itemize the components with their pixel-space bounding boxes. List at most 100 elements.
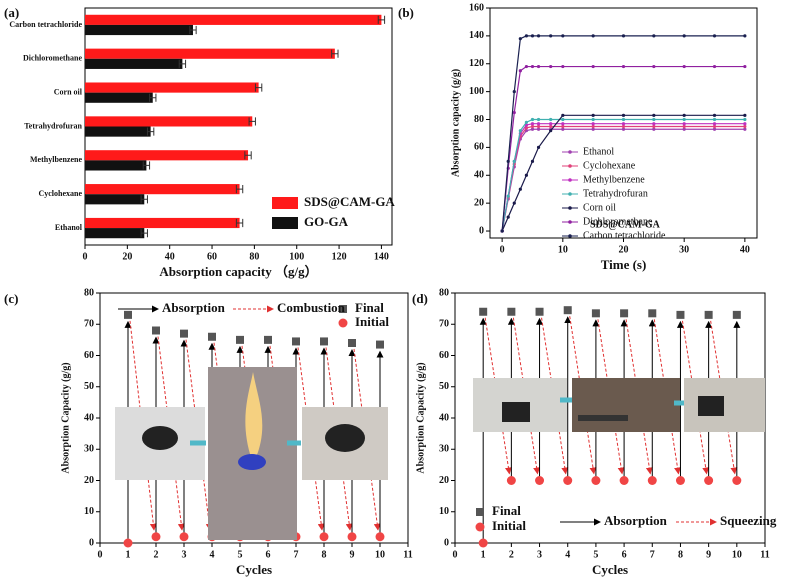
error-bar xyxy=(149,93,157,102)
y-tick-label: 40 xyxy=(84,412,94,423)
x-tick-label: 1 xyxy=(126,549,131,560)
marker xyxy=(712,113,717,117)
x-tick-label: 0 xyxy=(98,549,103,560)
y-tick-label: Corn oil xyxy=(54,87,83,96)
marker xyxy=(549,124,553,129)
x-tick-label: 0 xyxy=(83,251,88,262)
marker xyxy=(506,215,510,219)
x-tick-label: 6 xyxy=(622,549,627,560)
x-tick-label: 7 xyxy=(294,549,299,560)
marker xyxy=(518,69,522,73)
release-arrow xyxy=(541,317,569,475)
error-bar xyxy=(254,83,263,92)
legend-label: Ethanol xyxy=(583,146,614,157)
y-tick-label: 60 xyxy=(474,142,484,153)
marker xyxy=(712,122,717,126)
marker xyxy=(530,64,535,69)
bar xyxy=(85,24,193,36)
marker xyxy=(518,37,522,41)
marker xyxy=(591,122,595,126)
y-tick-label: 30 xyxy=(84,444,94,455)
y-tick-label: 50 xyxy=(84,381,94,392)
y-tick-label: 70 xyxy=(439,319,449,330)
marker xyxy=(712,34,717,38)
marker xyxy=(536,122,541,126)
y-tick-label: 70 xyxy=(84,319,94,330)
x-tick-label: 4 xyxy=(565,549,570,560)
marker xyxy=(682,34,686,38)
marker xyxy=(561,117,565,122)
marker xyxy=(549,64,553,69)
x-axis-label: Cycles xyxy=(236,562,272,577)
point xyxy=(347,532,357,542)
y-tick-label: 80 xyxy=(474,114,484,125)
bar xyxy=(85,160,147,171)
y-tick-label: 80 xyxy=(84,287,94,298)
point xyxy=(619,476,629,485)
photo-sample xyxy=(325,424,365,452)
photo xyxy=(684,378,765,432)
marker xyxy=(530,124,535,129)
point xyxy=(563,476,573,485)
error-bar xyxy=(244,151,252,160)
marker xyxy=(712,127,717,131)
legend-label: Squeezing xyxy=(720,513,777,528)
marker xyxy=(621,34,626,38)
marker xyxy=(536,145,541,149)
bar xyxy=(85,14,382,25)
x-tick-label: 3 xyxy=(182,549,187,560)
bar xyxy=(85,92,153,103)
marker xyxy=(652,127,656,131)
legend-label: Final xyxy=(355,300,384,315)
photo-arrow xyxy=(560,397,684,406)
photo-sample xyxy=(238,454,266,470)
x-tick-label: 40 xyxy=(165,251,175,262)
legend-swatch xyxy=(272,197,298,209)
point xyxy=(152,326,160,335)
point xyxy=(535,307,544,316)
marker xyxy=(530,127,535,131)
point xyxy=(236,335,244,344)
error-bar xyxy=(146,127,155,136)
error-bar xyxy=(248,117,256,126)
error-bar xyxy=(142,161,151,170)
marker xyxy=(561,122,565,126)
bar xyxy=(85,228,145,239)
marker xyxy=(712,124,717,129)
marker xyxy=(524,120,529,124)
y-tick-label: 20 xyxy=(439,475,449,486)
point xyxy=(732,310,741,319)
marker xyxy=(549,122,553,126)
legend-label: Absorption xyxy=(604,513,668,528)
point xyxy=(648,309,657,318)
release-arrow xyxy=(597,319,625,475)
marker xyxy=(652,34,656,38)
legend-label: Absorption xyxy=(162,300,226,315)
y-tick-label: 0 xyxy=(479,225,484,236)
y-tick-label: 140 xyxy=(469,30,484,41)
panel-label: (c) xyxy=(4,291,18,306)
marker xyxy=(549,34,553,38)
x-tick-label: 10 xyxy=(558,244,568,255)
x-tick-label: 8 xyxy=(322,549,327,560)
marker xyxy=(512,110,516,115)
point xyxy=(704,310,713,319)
y-tick-label: 120 xyxy=(469,58,484,69)
marker xyxy=(500,229,504,233)
y-tick-label: Cyclohexane xyxy=(38,189,82,198)
panel-label: (a) xyxy=(4,5,19,20)
x-tick-label: 0 xyxy=(453,549,458,560)
marker xyxy=(652,122,656,126)
marker xyxy=(591,124,595,129)
y-axis-label: Absorption capacity (g/g) xyxy=(450,69,461,177)
point xyxy=(507,307,516,316)
marker xyxy=(652,64,656,69)
bar xyxy=(85,194,145,205)
release-arrow xyxy=(512,317,541,475)
x-tick-label: 1 xyxy=(481,549,486,560)
x-tick-label: 11 xyxy=(403,549,412,560)
y-tick-label: 0 xyxy=(444,537,449,548)
y-axis-label: Absorption Capacity (g/g) xyxy=(415,362,426,473)
marker xyxy=(682,113,686,117)
x-tick-label: 140 xyxy=(374,251,389,262)
